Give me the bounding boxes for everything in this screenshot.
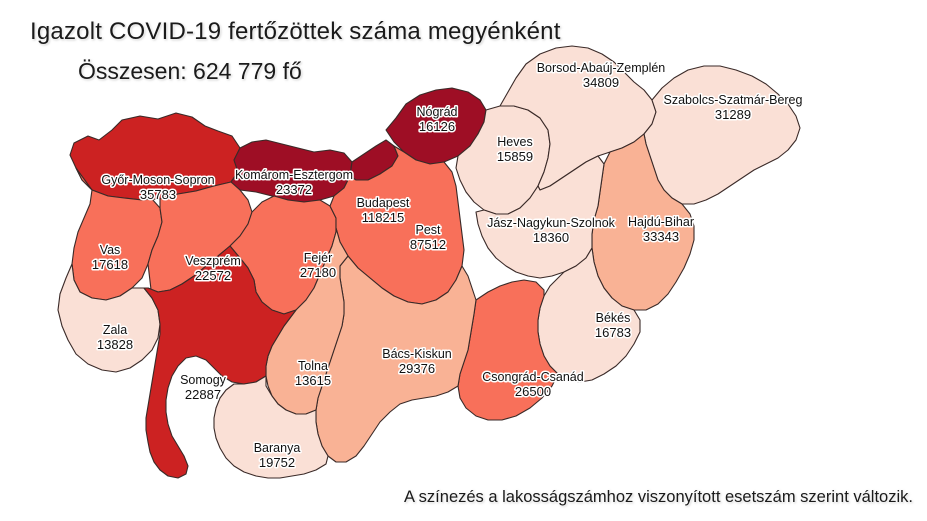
svg-text:Szabolcs-Szatmár-Bereg: Szabolcs-Szatmár-Bereg <box>664 93 803 107</box>
svg-text:Zala: Zala <box>103 323 127 337</box>
svg-text:Csongrád-Csanád: Csongrád-Csanád <box>482 370 583 384</box>
svg-text:34809: 34809 <box>583 75 619 90</box>
label-fejer: Fejér 27180 <box>298 250 337 282</box>
label-vas: Vas 17618 <box>90 242 129 274</box>
svg-text:26500: 26500 <box>515 384 551 399</box>
svg-text:87512: 87512 <box>410 237 446 252</box>
svg-text:Nógrád: Nógrád <box>417 105 458 119</box>
label-hajdu-bihar: Hajdú-Bihar 33343 <box>626 214 695 246</box>
label-budapest: Budapest 118215 <box>355 195 411 227</box>
svg-text:118215: 118215 <box>362 210 404 225</box>
svg-text:Békés: Békés <box>596 311 631 325</box>
svg-text:Fejér: Fejér <box>304 251 332 265</box>
svg-text:Veszprém: Veszprém <box>185 254 241 268</box>
page-title: Igazolt COVID-19 fertőzöttek száma megyé… <box>30 18 561 45</box>
svg-text:Komárom-Esztergom: Komárom-Esztergom <box>235 168 353 182</box>
svg-text:27180: 27180 <box>300 265 336 280</box>
county-shape-bekes[interactable] <box>537 247 641 383</box>
label-somogy: Somogy 22887 <box>179 372 229 404</box>
svg-text:Győr-Moson-Sopron: Győr-Moson-Sopron <box>101 173 214 187</box>
label-komarom-esztergom: Komárom-Esztergom 23372 <box>233 167 354 199</box>
svg-text:18360: 18360 <box>533 230 569 245</box>
svg-text:19752: 19752 <box>259 455 295 470</box>
county-shape-baranya[interactable] <box>213 375 329 479</box>
label-szabolcs-szatmar-bereg: Szabolcs-Szatmár-Bereg 31289 <box>662 92 804 124</box>
svg-text:17618: 17618 <box>92 257 128 272</box>
label-bacs-kiskun: Bács-Kiskun 29376 <box>381 346 454 378</box>
svg-text:Baranya: Baranya <box>254 441 301 455</box>
svg-text:Borsod-Abaúj-Zemplén: Borsod-Abaúj-Zemplén <box>537 61 666 75</box>
svg-text:16126: 16126 <box>419 119 455 134</box>
county-shape-szabolcs-szatmar-bereg[interactable] <box>643 65 801 205</box>
county-shape-somogy[interactable] <box>143 245 297 479</box>
svg-text:Jász-Nagykun-Szolnok: Jász-Nagykun-Szolnok <box>487 216 616 230</box>
label-pest: Pest 87512 <box>408 222 447 254</box>
svg-text:Bács-Kiskun: Bács-Kiskun <box>382 347 452 361</box>
svg-text:15859: 15859 <box>497 149 533 164</box>
svg-text:22572: 22572 <box>195 268 231 283</box>
svg-text:33343: 33343 <box>643 229 679 244</box>
label-veszprem: Veszprém 22572 <box>184 253 243 285</box>
svg-text:Budapest: Budapest <box>357 196 410 210</box>
svg-text:Tolna: Tolna <box>298 359 328 373</box>
coloring-note: A színezés a lakosságszámhoz viszonyítot… <box>404 488 913 506</box>
label-tolna: Tolna 13615 <box>293 358 332 390</box>
svg-text:31289: 31289 <box>715 107 751 122</box>
svg-text:29376: 29376 <box>399 361 435 376</box>
svg-text:35783: 35783 <box>140 187 176 202</box>
svg-text:13615: 13615 <box>295 373 331 388</box>
label-zala: Zala 13828 <box>95 322 134 354</box>
label-baranya: Baranya 19752 <box>252 440 302 472</box>
label-jasz-nagykun-szolnok: Jász-Nagykun-Szolnok 18360 <box>486 215 618 247</box>
svg-text:Somogy: Somogy <box>180 373 227 387</box>
label-borsod-abauj-zemplen: Borsod-Abaúj-Zemplén 34809 <box>535 60 667 92</box>
svg-text:Hajdú-Bihar: Hajdú-Bihar <box>628 215 694 229</box>
label-heves: Heves 15859 <box>495 134 534 166</box>
label-gyor-moson-sopron: Győr-Moson-Sopron 35783 <box>100 172 216 204</box>
svg-text:Heves: Heves <box>497 135 532 149</box>
svg-text:Pest: Pest <box>415 223 441 237</box>
svg-text:16783: 16783 <box>595 325 631 340</box>
total-cases-subtitle: Összesen: 624 779 fő <box>78 58 302 84</box>
svg-text:22887: 22887 <box>185 387 221 402</box>
svg-text:23372: 23372 <box>276 182 312 197</box>
label-csongrad-csanad: Csongrád-Csanád 26500 <box>481 369 585 401</box>
svg-text:Vas: Vas <box>100 243 121 257</box>
label-nograd: Nógrád 16126 <box>415 104 459 136</box>
label-bekes: Békés 16783 <box>593 310 632 342</box>
county-shape-zala[interactable] <box>57 263 161 373</box>
svg-text:13828: 13828 <box>97 337 133 352</box>
